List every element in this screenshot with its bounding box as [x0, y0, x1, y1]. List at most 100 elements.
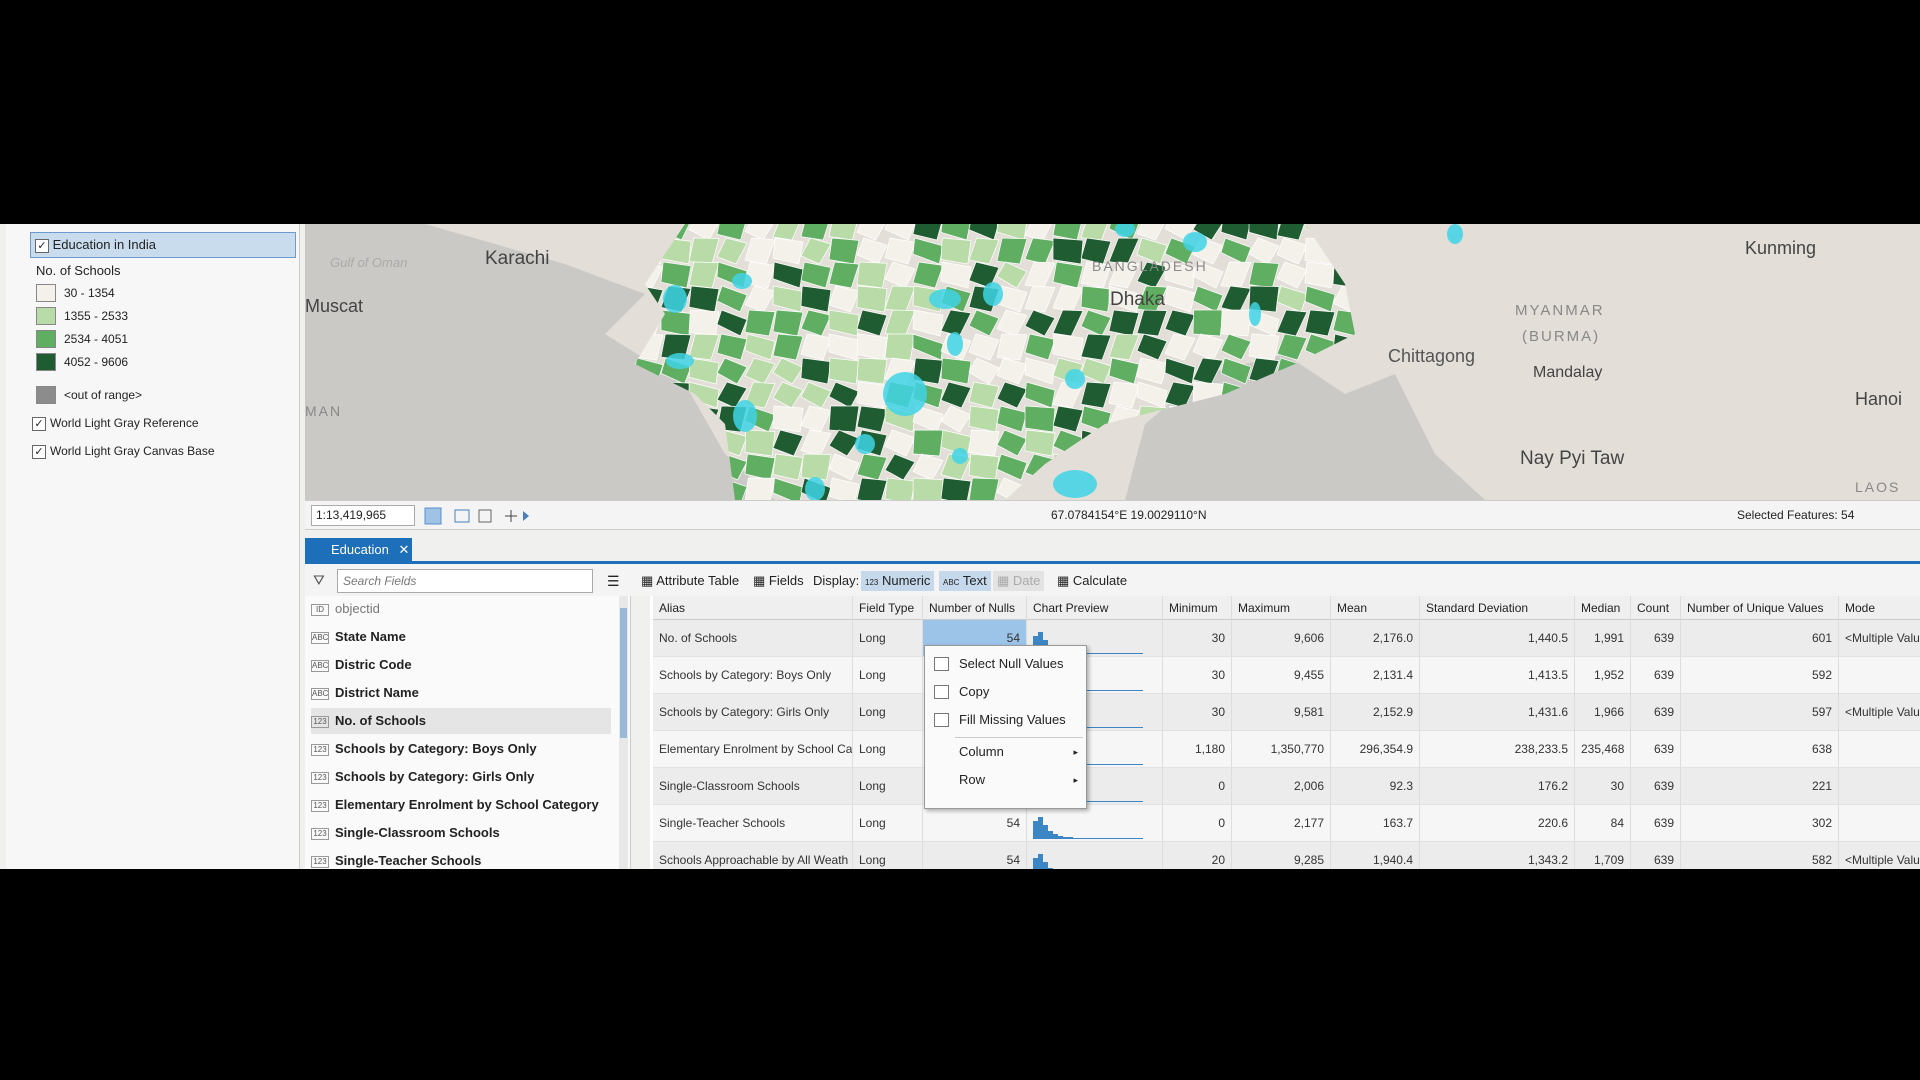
table-cell[interactable]: 1,991	[1575, 620, 1631, 657]
menu-icon[interactable]: ☰	[607, 573, 620, 589]
table-cell[interactable]: 601	[1681, 620, 1839, 657]
table-cell[interactable]: 176.2	[1420, 768, 1575, 805]
table-cell[interactable]: 2,176.0	[1331, 620, 1420, 657]
column-header[interactable]: Alias	[653, 596, 853, 620]
table-cell[interactable]	[1839, 768, 1920, 805]
table-cell[interactable]	[1839, 731, 1920, 768]
table-cell[interactable]: 30	[1163, 620, 1232, 657]
selected-features[interactable]: Selected Features: 54	[1737, 508, 1855, 522]
table-cell[interactable]	[1027, 805, 1163, 842]
column-header[interactable]: Number of Nulls	[923, 596, 1027, 620]
table-cell[interactable]: 1,709	[1575, 842, 1631, 869]
table-cell[interactable]: 639	[1631, 842, 1681, 869]
table-cell[interactable]: <Multiple Values>	[1839, 694, 1920, 731]
table-cell[interactable]: 30	[1575, 768, 1631, 805]
menu-item[interactable]: Select Null Values	[925, 650, 1086, 678]
table-cell[interactable]: 30	[1163, 694, 1232, 731]
table-cell[interactable]: 221	[1681, 768, 1839, 805]
table-cell[interactable]: 2,177	[1232, 805, 1331, 842]
view-tab[interactable]: Education ✕	[305, 538, 412, 561]
table-cell[interactable]: 1,431.6	[1420, 694, 1575, 731]
table-cell[interactable]: 30	[1163, 657, 1232, 694]
column-header[interactable]: Mean	[1331, 596, 1420, 620]
table-cell[interactable]: 597	[1681, 694, 1839, 731]
checkbox[interactable]: ✓	[32, 417, 46, 431]
table-cell[interactable]: 0	[1163, 768, 1232, 805]
menu-item[interactable]: Column ▸	[925, 738, 1086, 766]
table-cell[interactable]: 92.3	[1331, 768, 1420, 805]
column-header[interactable]: Field Type	[853, 596, 923, 620]
column-header[interactable]: Number of Unique Values	[1681, 596, 1839, 620]
scrollbar[interactable]	[619, 596, 628, 869]
table-cell[interactable]: 9,285	[1232, 842, 1331, 869]
date-toggle[interactable]: ▦ Date	[993, 571, 1045, 591]
table-cell[interactable]: 639	[1631, 768, 1681, 805]
table-cell[interactable]: 2,006	[1232, 768, 1331, 805]
table-cell[interactable]: 1,940.4	[1331, 842, 1420, 869]
table-cell[interactable]: 1,413.5	[1420, 657, 1575, 694]
field-item[interactable]: 123 Single-Classroom Schools	[311, 820, 611, 846]
menu-item[interactable]: Fill Missing Values	[925, 706, 1086, 734]
layer-item[interactable]: ✓ Education in India	[30, 232, 296, 258]
table-cell[interactable]: 639	[1631, 694, 1681, 731]
coordinates[interactable]: 67.0784154°E 19.0029110°N	[1051, 508, 1207, 522]
table-cell[interactable]: Long	[853, 731, 923, 768]
table-cell[interactable]: Schools Approachable by All Weath	[653, 842, 853, 869]
table-cell[interactable]: 639	[1631, 620, 1681, 657]
field-item[interactable]: ID objectid	[311, 596, 611, 622]
table-cell[interactable]: 592	[1681, 657, 1839, 694]
field-item[interactable]: ABC State Name	[311, 624, 611, 650]
table-cell[interactable]: 1,180	[1163, 731, 1232, 768]
table-cell[interactable]: <Multiple Values>	[1839, 842, 1920, 869]
menu-item[interactable]: Row ▸	[925, 766, 1086, 794]
table-cell[interactable]: Single-Classroom Schools	[653, 768, 853, 805]
table-cell[interactable]: Long	[853, 842, 923, 869]
table-cell[interactable]: Schools by Category: Girls Only	[653, 694, 853, 731]
table-cell[interactable]	[1839, 805, 1920, 842]
table-cell[interactable]: 9,581	[1232, 694, 1331, 731]
field-item[interactable]: ABC Distric Code	[311, 652, 611, 678]
table-cell[interactable]: Long	[853, 657, 923, 694]
table-cell[interactable]: 638	[1681, 731, 1839, 768]
column-header[interactable]: Maximum	[1232, 596, 1331, 620]
field-item[interactable]: 123 Schools by Category: Boys Only	[311, 736, 611, 762]
table-cell[interactable]: 0	[1163, 805, 1232, 842]
calculate-button[interactable]: ▦ Calculate	[1057, 573, 1128, 588]
field-item[interactable]: ABC District Name	[311, 680, 611, 706]
field-item[interactable]: 123 No. of Schools	[311, 708, 611, 734]
field-item[interactable]: 123 Single-Teacher Schools	[311, 848, 611, 869]
checkbox[interactable]: ✓	[35, 239, 49, 253]
table-cell[interactable]: 1,343.2	[1420, 842, 1575, 869]
table-cell[interactable]: 1,966	[1575, 694, 1631, 731]
table-cell[interactable]: 639	[1631, 731, 1681, 768]
table-cell[interactable]: Single-Teacher Schools	[653, 805, 853, 842]
checkbox[interactable]: ✓	[32, 445, 46, 459]
text-toggle[interactable]: ABC Text	[939, 571, 991, 591]
table-cell[interactable]: 9,606	[1232, 620, 1331, 657]
scale-box[interactable]: 1:13,419,965	[311, 505, 415, 526]
table-cell[interactable]: No. of Schools	[653, 620, 853, 657]
column-header[interactable]: Chart Preview	[1027, 596, 1163, 620]
table-cell[interactable]: 302	[1681, 805, 1839, 842]
search-box[interactable]: Search Fields	[337, 569, 593, 593]
table-cell[interactable]: 2,152.9	[1331, 694, 1420, 731]
numeric-toggle[interactable]: 123 Numeric	[861, 571, 935, 591]
map-tools[interactable]	[423, 507, 533, 525]
table-cell[interactable]	[1839, 657, 1920, 694]
table-cell[interactable]: Elementary Enrolment by School Cat	[653, 731, 853, 768]
table-cell[interactable]: Long	[853, 805, 923, 842]
table-cell[interactable]: 1,440.5	[1420, 620, 1575, 657]
field-item[interactable]: 123 Elementary Enrolment by School Catego…	[311, 792, 611, 818]
table-cell[interactable]: 2,131.4	[1331, 657, 1420, 694]
column-header[interactable]: Minimum	[1163, 596, 1232, 620]
filter-icon[interactable]: ⛛	[313, 572, 325, 588]
table-cell[interactable]: 220.6	[1420, 805, 1575, 842]
table-cell[interactable]: 9,455	[1232, 657, 1331, 694]
table-cell[interactable]: 20	[1163, 842, 1232, 869]
table-cell[interactable]: 582	[1681, 842, 1839, 869]
table-cell[interactable]: 235,468	[1575, 731, 1631, 768]
table-cell[interactable]: 296,354.9	[1331, 731, 1420, 768]
table-cell[interactable]	[1027, 842, 1163, 869]
table-cell[interactable]: Long	[853, 768, 923, 805]
table-cell[interactable]: Long	[853, 620, 923, 657]
